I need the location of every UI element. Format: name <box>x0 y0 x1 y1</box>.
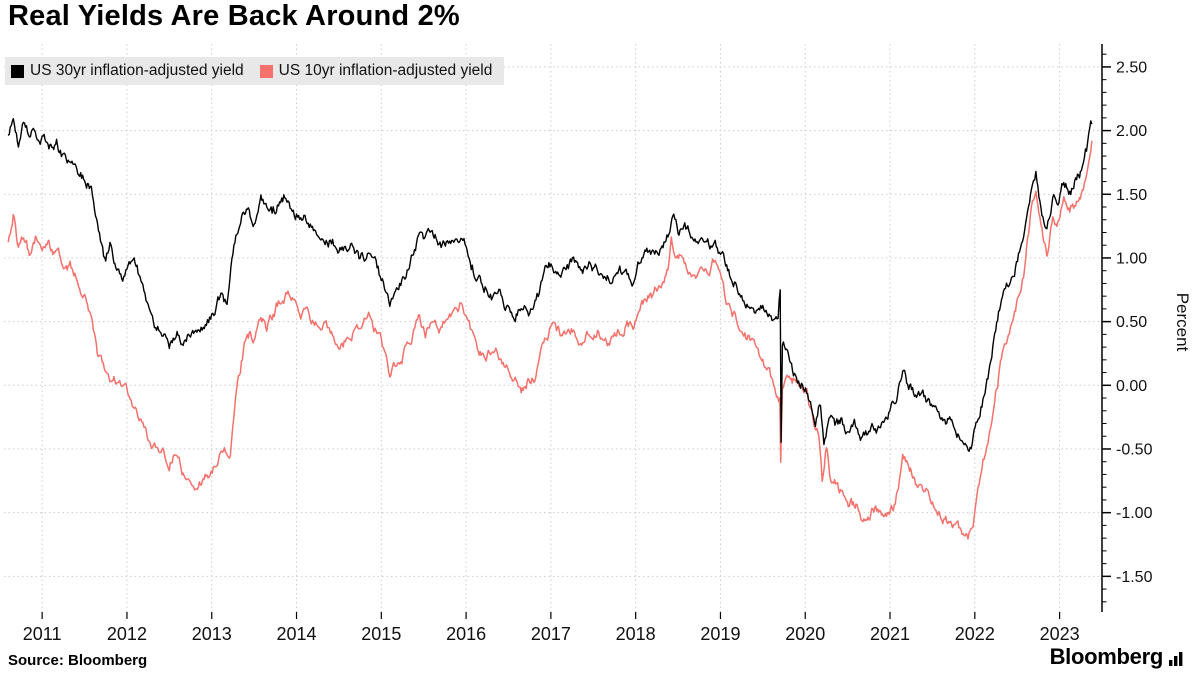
y-axis: 2.50 2.00 1.50 1.00 0.50 0.00 -0.50 -1.00 -1.50 P… <box>1101 44 1192 612</box>
bloomberg-chart-icon <box>1169 652 1183 666</box>
y-tick-label: -0.50 <box>1116 441 1153 458</box>
x-tick-label: 2021 <box>870 624 910 644</box>
y-tick-label: -1.50 <box>1116 569 1153 586</box>
legend-item-10yr: US 10yr inflation-adjusted yield <box>259 62 493 80</box>
chart-legend: US 30yr inflation-adjusted yield US 10yr … <box>5 57 505 85</box>
legend-item-30yr: US 30yr inflation-adjusted yield <box>11 62 244 80</box>
y-tick-label: 2.50 <box>1116 59 1147 76</box>
bloomberg-logo-text: Bloomberg <box>1049 644 1164 669</box>
bloomberg-logo: Bloomberg <box>1050 644 1184 670</box>
legend-label: US 30yr inflation-adjusted yield <box>30 62 244 79</box>
x-tick-label: 2022 <box>955 624 995 644</box>
y-tick-label: 0.50 <box>1116 314 1147 331</box>
source-label: Source: Bloomberg <box>8 652 148 669</box>
x-tick-label: 2015 <box>361 624 401 644</box>
x-tick-label: 2014 <box>276 624 316 644</box>
y-tick-label: 1.50 <box>1116 187 1147 204</box>
x-tick-label: 2018 <box>616 624 656 644</box>
x-tick-label: 2017 <box>531 624 571 644</box>
x-tick-label: 2012 <box>107 624 147 644</box>
gridlines <box>4 44 1102 612</box>
x-tick-label: 2023 <box>1040 624 1080 644</box>
y-tick-label: 2.00 <box>1116 123 1147 140</box>
x-tick-label: 2013 <box>192 624 232 644</box>
legend-swatch-10yr <box>259 64 273 78</box>
y-tick-label: -1.00 <box>1116 505 1153 522</box>
legend-label: US 10yr inflation-adjusted yield <box>278 62 493 79</box>
x-tick-label: 2011 <box>23 624 62 644</box>
chart-title: Real Yields Are Back Around 2% <box>8 0 460 32</box>
y-axis-title: Percent <box>1173 293 1192 352</box>
series-line-30yr <box>7 118 1093 452</box>
x-tick-label: 2020 <box>785 624 825 644</box>
y-tick-label: 0.00 <box>1116 378 1147 395</box>
y-tick-label: 1.00 <box>1116 250 1147 267</box>
x-axis: 2011 2012 2013 2014 2015 2016 2017 2018 2019 2020… <box>23 612 1080 644</box>
x-tick-label: 2019 <box>700 624 740 644</box>
series-line-10yr <box>7 140 1093 540</box>
legend-swatch-30yr <box>11 64 24 78</box>
x-tick-label: 2016 <box>446 624 486 644</box>
